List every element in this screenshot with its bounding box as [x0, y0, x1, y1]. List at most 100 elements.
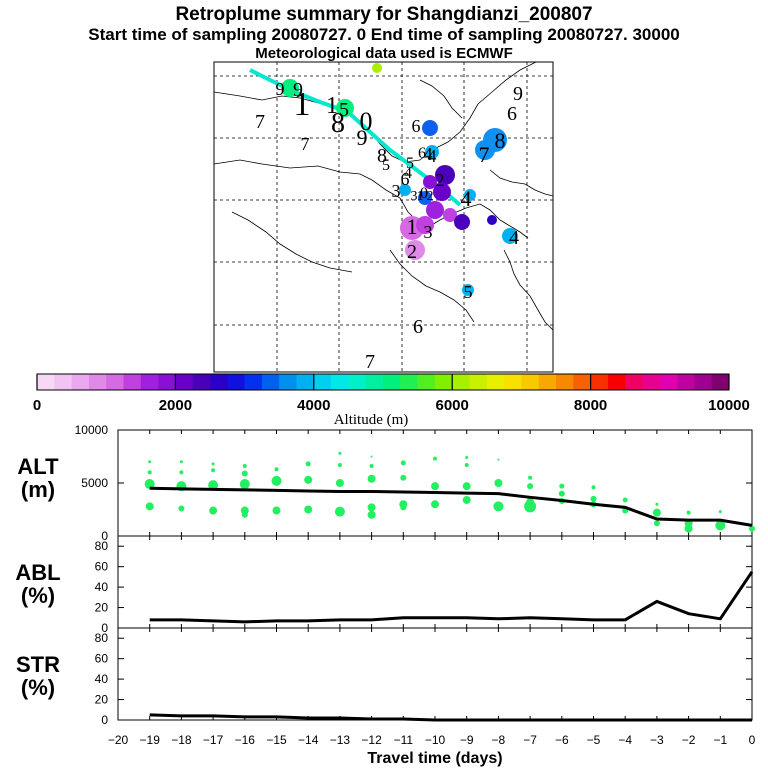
colorbar-swatch	[556, 374, 574, 390]
y-tick-label: 5000	[81, 476, 108, 490]
colorbar-swatch	[331, 374, 349, 390]
colorbar-swatch	[106, 374, 124, 390]
plume-dot	[502, 228, 518, 244]
altitude-cluster-point	[464, 462, 469, 467]
altitude-cluster-point	[462, 495, 471, 504]
altitude-cluster-point	[370, 455, 373, 458]
colorbar-swatch	[711, 374, 730, 390]
x-tick-label: −20	[108, 733, 129, 747]
altitude-cluster-point	[655, 502, 659, 506]
altitude-cluster-point	[209, 506, 218, 515]
altitude-cluster-point	[144, 479, 155, 490]
x-tick-label: −2	[682, 733, 696, 747]
abl-series-line	[149, 570, 754, 624]
plume-day-label: 3	[392, 181, 401, 201]
plume-day-label: 7	[365, 351, 375, 373]
altitude-cluster-point	[241, 470, 248, 477]
x-tick-label: −6	[555, 733, 569, 747]
altitude-cluster-point	[462, 482, 471, 491]
colorbar-swatch	[607, 374, 626, 390]
plume-day-label: 0	[420, 185, 428, 202]
str-panel-frame	[117, 627, 753, 721]
altitude-cluster-point	[653, 520, 660, 527]
plume-day-label: 9	[276, 79, 285, 99]
plume-dot	[422, 120, 438, 136]
plume-dot	[336, 99, 354, 117]
altitude-cluster-point	[367, 510, 376, 519]
altitude-cluster-point	[497, 458, 500, 461]
altitude-cluster-point	[527, 483, 534, 490]
colorbar-swatch	[659, 374, 678, 390]
plume-day-label: 9	[293, 79, 303, 101]
colorbar-swatch	[590, 374, 609, 390]
y-tick-label: 60	[95, 560, 109, 574]
altitude-cluster-point	[526, 498, 535, 507]
y-tick-label: 0	[101, 529, 108, 543]
y-tick-label: 20	[95, 601, 109, 615]
altitude-cluster-point	[431, 500, 439, 509]
colorbar-swatch	[313, 374, 332, 390]
plume-dot	[435, 165, 455, 185]
colorbar-swatch	[140, 374, 159, 390]
plume-dot	[454, 214, 470, 230]
altitude-cluster-point	[211, 468, 216, 473]
altitude-cluster-point	[334, 506, 345, 517]
altitude-cluster-point	[274, 467, 279, 472]
plume-dot	[487, 215, 497, 225]
altitude-cluster-point	[590, 495, 597, 502]
colorbar-swatch	[158, 374, 176, 390]
y-tick-label: 10000	[75, 423, 109, 437]
abl-ylabel: ABL	[15, 560, 60, 585]
y-tick-label: 60	[95, 652, 109, 666]
x-tick-label: −18	[171, 733, 192, 747]
plume-dot	[281, 79, 299, 97]
altitude-cluster-point	[493, 501, 504, 512]
altitude-colorbar: 0 2000 4000 6000 8000 10000 Altitude (m)	[33, 373, 750, 428]
colorbar-swatch	[54, 374, 72, 390]
plume-day-label: 5	[382, 157, 390, 174]
plume-cluster-dots	[281, 63, 518, 296]
plume-dot	[423, 175, 437, 189]
time-series-panels: ALT(m)0500010000ABL(%)020406080STR(%)020…	[15, 423, 755, 767]
plume-day-label: 6	[413, 316, 423, 338]
meteorological-data-note: Meteorological data used is ECMWF	[255, 45, 513, 62]
plume-dot	[416, 216, 434, 234]
altitude-cluster-point	[304, 505, 313, 514]
colorbar-swatch	[677, 374, 695, 390]
x-tick-label: −1	[713, 733, 727, 747]
altitude-cluster-point	[304, 475, 313, 484]
altitude-cluster-point	[465, 456, 469, 460]
plume-day-label: 2	[427, 189, 434, 204]
plume-day-label: 8	[377, 145, 387, 167]
colorbar-swatch	[694, 374, 712, 390]
plume-day-label: 4	[509, 227, 519, 249]
plume-dot	[405, 240, 425, 260]
x-tick-label: −9	[460, 733, 474, 747]
plume-day-label: 2	[407, 241, 417, 263]
colorbar-tick-label: 8000	[574, 397, 607, 414]
map-gridlines	[214, 62, 553, 372]
colorbar-tick-label: 2000	[159, 397, 192, 414]
plume-dot	[418, 191, 432, 205]
y-tick-label: 40	[95, 672, 109, 686]
x-tick-label: −8	[492, 733, 506, 747]
altitude-cluster-point	[369, 464, 374, 469]
plume-day-label: 1	[326, 93, 338, 119]
x-tick-label: −11	[394, 733, 414, 747]
altitude-cluster-point	[179, 460, 183, 464]
y-tick-label: 40	[95, 580, 109, 594]
colorbar-swatch	[227, 374, 245, 390]
colorbar-tick-label: 10000	[708, 397, 750, 414]
altitude-cluster-point	[400, 504, 407, 511]
x-tick-label: −5	[587, 733, 601, 747]
x-axis: −20 −19 −18 −17 −16 −15 −14 −13 −12 −11 −10 −9 −8 −7−…	[108, 733, 756, 767]
plume-day-label: 7	[301, 134, 310, 154]
plume-day-label: 6	[418, 145, 426, 162]
plume-dot	[399, 184, 411, 196]
colorbar-swatch	[244, 374, 263, 390]
abl-ylabel-unit: (%)	[21, 583, 55, 608]
x-tick-label: −12	[361, 733, 382, 747]
plume-dot	[475, 140, 495, 160]
